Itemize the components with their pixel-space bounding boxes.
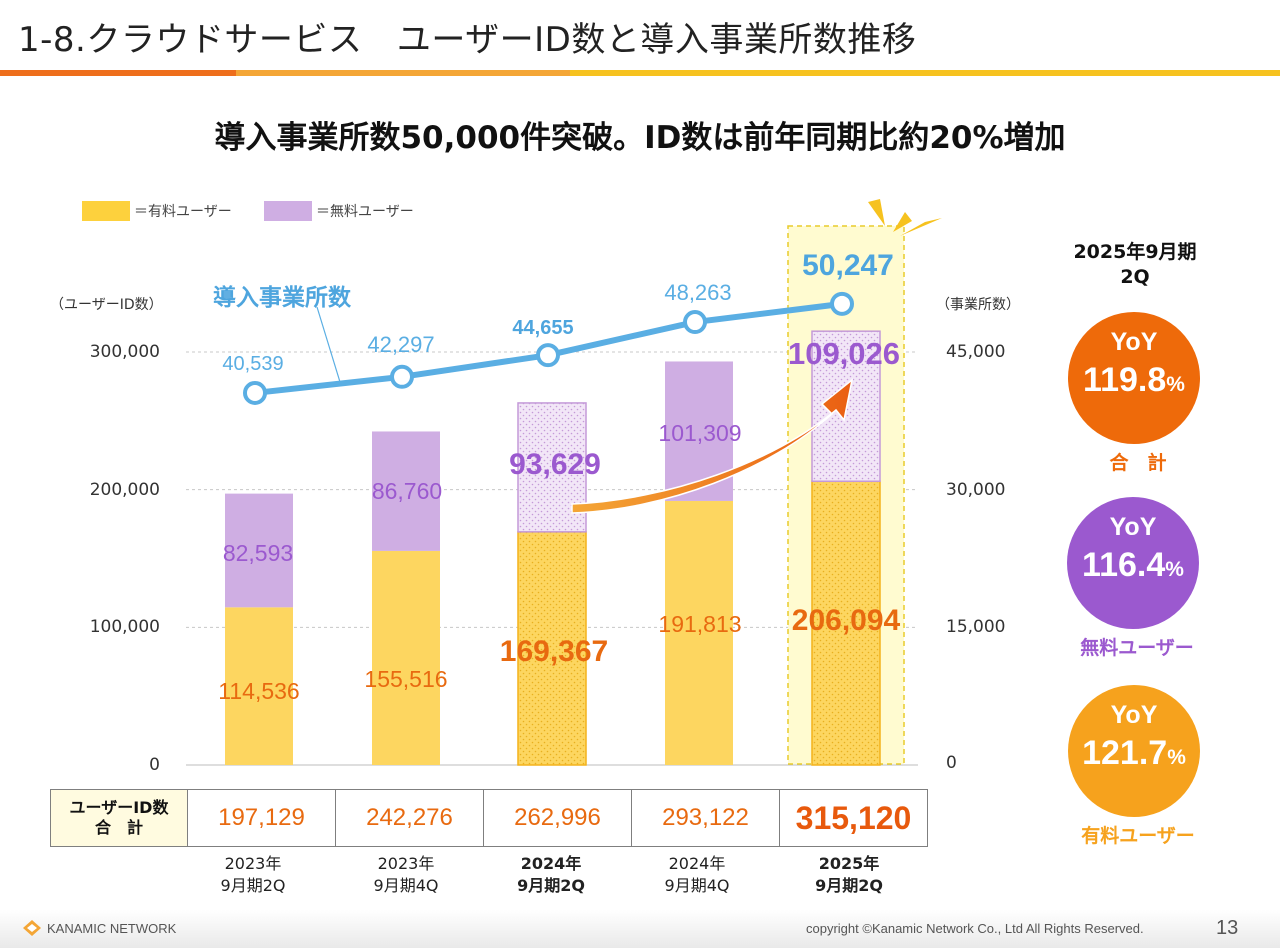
period-label: 2024年 9月期2Q [517, 854, 585, 895]
free-value-label: 82,593 [223, 540, 293, 566]
office-count-point [536, 343, 560, 368]
yoy-free-value: 116.4% [1082, 546, 1184, 584]
paid-value-label: 191,813 [658, 611, 741, 637]
line-label-leader [316, 306, 341, 383]
period-label: 2025年 9月期2Q [815, 854, 883, 895]
slide-subtitle: 導入事業所数50,000件突破。ID数は前年同期比約20%増加 [214, 120, 1066, 156]
free-value-label: 86,760 [372, 478, 442, 504]
company-logo-text: KANAMIC NETWORK [47, 920, 177, 936]
totals-table: ユーザーID数 合 計 197,129 242,276 262,996 293,… [50, 789, 928, 847]
line-value-label: 40,539 [222, 353, 283, 375]
left-tick: 0 [149, 755, 160, 775]
right-tick: 15,000 [946, 617, 1006, 637]
left-axis-unit: （ユーザーID数） [50, 297, 163, 313]
line-value-label: 42,297 [367, 332, 434, 357]
page-title: 1-8.クラウドサービス ユーザーID数と導入事業所数推移 [18, 20, 917, 60]
free-value-label: 93,629 [509, 448, 601, 481]
free-value-label: 109,026 [788, 336, 900, 371]
yoy-paid-caption: 有料ユーザー [1081, 825, 1195, 847]
office-count-point [830, 291, 854, 316]
line-value-label: 48,263 [664, 280, 731, 305]
totals-row: ユーザーID数 合 計 197,129 242,276 262,996 293,… [50, 789, 928, 847]
totals-header-line2: 合 計 [94, 818, 143, 837]
right-tick: 30,000 [946, 480, 1006, 500]
right-axis-unit: （事業所数） [936, 297, 1020, 313]
yoy-free-caption: 無料ユーザー [1080, 637, 1194, 659]
right-tick: 0 [946, 753, 957, 773]
yoy-label: YoY [1110, 328, 1158, 356]
bar-paid [811, 480, 881, 766]
legend-paid: ＝有料ユーザー [82, 201, 232, 221]
bar-free [225, 493, 293, 608]
legend-paid-swatch [82, 201, 130, 221]
legend-free-label: ＝無料ユーザー [316, 204, 414, 220]
right-tick: 45,000 [946, 342, 1006, 362]
totals-header: ユーザーID数 合 計 [50, 789, 188, 847]
total-cell: 293,122 [631, 789, 780, 847]
paid-value-label: 114,536 [218, 678, 299, 704]
legend-paid-label: ＝有料ユーザー [134, 204, 232, 220]
bar-paid [665, 500, 733, 765]
yoy-label: YoY [1110, 701, 1158, 729]
free-value-label: 101,309 [658, 420, 741, 446]
left-tick: 300,000 [89, 342, 160, 362]
period-label: 2024年 9月期4Q [664, 854, 730, 895]
logo-mark-icon [23, 920, 41, 936]
legend-free-swatch [264, 201, 312, 221]
burst-mark [868, 199, 885, 226]
paid-value-label: 206,094 [792, 604, 901, 637]
bar-paid [225, 607, 293, 765]
total-cell: 197,129 [187, 789, 336, 847]
total-cell: 262,996 [483, 789, 632, 847]
yoy-heading-period: 2025年9月期 [1073, 241, 1197, 263]
line-series-label: 導入事業所数 [213, 284, 352, 311]
bar-free [372, 431, 440, 551]
line-value-label: 44,655 [512, 317, 573, 339]
title-rule [0, 70, 1280, 76]
office-count-point [683, 310, 707, 335]
yoy-free-badge: YoY 116.4% [1067, 497, 1199, 629]
bar-paid [372, 550, 440, 765]
period-label: 2023年 9月期2Q [220, 854, 286, 895]
total-cell-highlight: 315,120 [779, 789, 928, 847]
left-tick: 100,000 [89, 617, 160, 637]
burst-mark [893, 212, 912, 232]
burst-mark [900, 218, 942, 236]
company-logo: KANAMIC NETWORK [22, 919, 176, 937]
yoy-heading-quarter: 2Q [1120, 266, 1150, 288]
yoy-total-caption: 合 計 [1109, 452, 1167, 474]
yoy-paid-value: 121.7% [1082, 734, 1186, 772]
total-cell: 242,276 [335, 789, 484, 847]
legend-free: ＝無料ユーザー [264, 201, 414, 221]
yoy-heading: 2025年9月期 2Q [1050, 240, 1220, 290]
paid-value-label: 155,516 [364, 666, 447, 692]
office-count-point [390, 364, 414, 389]
office-count-point [243, 380, 267, 405]
growth-arrow [571, 378, 854, 514]
copyright-text: copyright ©Kanamic Network Co., Ltd All … [806, 921, 1144, 936]
yoy-total-badge: YoY 119.8% [1068, 312, 1200, 444]
footer-bar [0, 910, 1280, 948]
totals-header-line1: ユーザーID数 [69, 798, 169, 817]
left-tick: 200,000 [89, 480, 160, 500]
line-value-label: 50,247 [802, 249, 894, 282]
period-label: 2023年 9月期4Q [373, 854, 439, 895]
yoy-paid-badge: YoY 121.7% [1068, 685, 1200, 817]
yoy-label: YoY [1109, 513, 1157, 541]
page-number: 13 [1216, 917, 1239, 939]
yoy-total-value: 119.8% [1083, 361, 1185, 399]
paid-value-label: 169,367 [500, 635, 608, 668]
